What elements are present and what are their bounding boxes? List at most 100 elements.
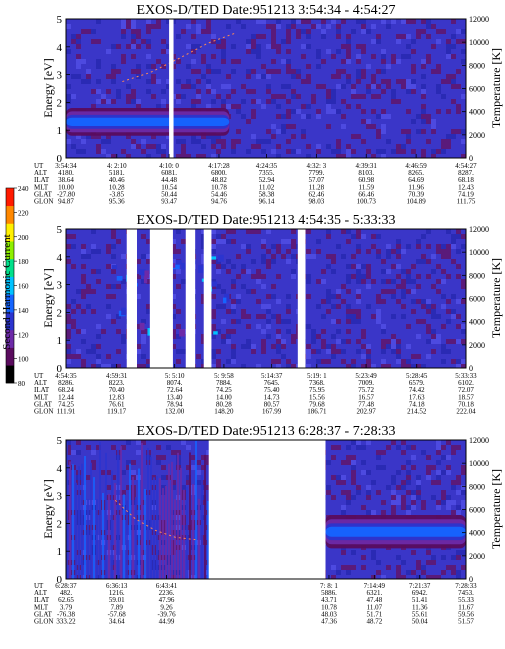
orbit-cell: 70.39 [408, 190, 424, 198]
spectrogram-cell [441, 149, 446, 154]
spectrogram-cell [231, 279, 236, 284]
spectrogram-cell [276, 359, 281, 364]
spectrogram-cell [96, 334, 101, 339]
spectrogram-cell [396, 244, 401, 249]
spectrogram-cell [111, 234, 116, 239]
spectrogram-cell [96, 249, 101, 254]
spectrogram-cell [106, 294, 111, 299]
spectrogram-cell [366, 495, 371, 500]
spectrogram-cell [156, 149, 161, 154]
spectrogram-cell [451, 54, 456, 59]
spectrogram-cell [436, 460, 441, 465]
spectrogram-cell [91, 104, 96, 109]
spectrogram-cell [376, 149, 381, 154]
spectrogram-cell [296, 74, 301, 79]
spectrogram-cell [276, 344, 281, 349]
y-tick: 3 [57, 70, 70, 82]
spectrogram-cell [201, 144, 206, 149]
spectrogram-cell [171, 304, 176, 309]
spectrogram-cell [156, 24, 161, 29]
data-gap [149, 229, 173, 368]
spectrogram-cell [331, 349, 336, 354]
spectrogram-cell [136, 450, 141, 455]
spectrogram-cell [371, 79, 376, 84]
spectrogram-cell [71, 319, 76, 324]
spectrogram-cell [76, 64, 81, 69]
spectrogram-cell [371, 480, 376, 485]
spectrogram-cell [306, 104, 311, 109]
y-tick-right-label: 8000 [469, 482, 485, 491]
spectrogram-cell [246, 324, 251, 329]
spectrogram-cell [141, 234, 146, 239]
orbit-cell: 51.57 [458, 618, 474, 626]
spectrogram-cell [451, 450, 456, 455]
spectrogram-cell [351, 460, 356, 465]
spectrogram-cell [171, 540, 176, 545]
spectrogram-cell [351, 274, 356, 279]
spectrogram-cell [111, 284, 116, 289]
spectrogram-cell [276, 94, 281, 99]
y-tick-label: 4 [57, 42, 63, 54]
spectrogram-cell [111, 545, 116, 550]
y-tick-right-label: 8000 [469, 271, 485, 280]
colorbar-tick: 160 [14, 283, 29, 291]
spectrogram-cell [231, 284, 236, 289]
spectrogram-cell [361, 234, 366, 239]
spectrogram-cell [126, 520, 131, 525]
spectrogram-cell [421, 299, 426, 304]
spectrogram-cell [351, 89, 356, 94]
spectrogram-cell [126, 134, 131, 139]
spectrogram-cell [351, 455, 356, 460]
cold_band-layer [66, 117, 230, 127]
spectrogram-cell [456, 324, 461, 329]
y-tick-right-label: 2000 [469, 552, 485, 561]
orbit-row-label: ILAT [34, 596, 50, 604]
spectrogram-cell [356, 94, 361, 99]
spectrogram-cell [381, 269, 386, 274]
spectrogram-cell [176, 359, 181, 364]
spectrogram-cell [211, 294, 216, 299]
streak [123, 494, 125, 579]
spectrogram-cell [421, 565, 426, 570]
spectrogram-cell [456, 234, 461, 239]
orbit-cell: 2236. [159, 589, 175, 597]
spectrogram-cell [426, 139, 431, 144]
spectrogram-cell [216, 304, 221, 309]
spectrogram-cell [441, 139, 446, 144]
spectrogram-cell [381, 59, 386, 64]
spectrogram-cell [171, 259, 176, 264]
y-tick-right: 8000 [462, 61, 485, 70]
spectrogram-cell [91, 450, 96, 455]
orbit-cell: 60.98 [358, 176, 374, 184]
spectrogram-cell [201, 465, 206, 470]
spectrogram-cell [206, 84, 211, 89]
spectrogram-cell [371, 94, 376, 99]
spectrogram-cell [396, 445, 401, 450]
spectrogram-cell [451, 244, 456, 249]
spectrogram-cell [401, 34, 406, 39]
spectrogram-cell [266, 69, 271, 74]
spectrogram-cell [116, 349, 121, 354]
spectrogram-cell [361, 354, 366, 359]
spectrogram-cell [361, 274, 366, 279]
orbit-cell: 94.87 [58, 198, 74, 206]
orbit-cell: 7: 8: 1 [320, 582, 338, 590]
spectrogram-cell [306, 279, 311, 284]
temperature-trace [122, 32, 237, 83]
spectrogram-cell [311, 329, 316, 334]
spectrogram-cell [76, 44, 81, 49]
spectrogram-cell [371, 364, 376, 368]
spectrogram-cell [206, 455, 211, 460]
spectrogram-cell [156, 565, 161, 570]
spectrogram-cell [261, 304, 266, 309]
spectrogram-cell [96, 269, 101, 274]
spectrogram-cell [446, 54, 451, 59]
spectrogram-cell [211, 34, 216, 39]
spectrogram-cell [301, 54, 306, 59]
spectrogram-cell [441, 495, 446, 500]
spectrogram-cell [316, 114, 321, 119]
spectrogram-cell [416, 239, 421, 244]
spectrogram-cell [291, 134, 296, 139]
spectrogram-cell [331, 89, 336, 94]
spectrogram-cell [111, 495, 116, 500]
